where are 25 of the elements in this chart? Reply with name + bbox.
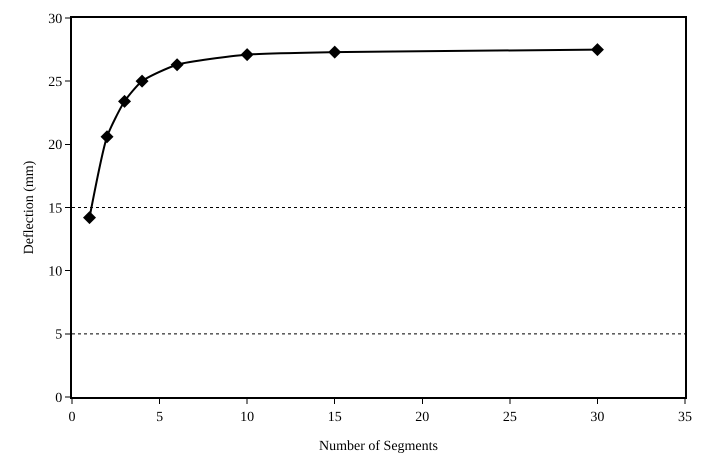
x-tick-label: 15 [328, 410, 342, 425]
x-axis-title: Number of Segments [319, 439, 438, 454]
point [170, 58, 184, 72]
y-tick-label: 15 [48, 201, 62, 216]
y-tick-label: 10 [48, 264, 62, 280]
point [240, 48, 254, 62]
point [328, 46, 342, 59]
x-tick-label: 30 [590, 410, 604, 425]
y-tick-label: 0 [55, 390, 62, 406]
point [118, 94, 132, 108]
y-tick-label: 25 [48, 75, 62, 90]
x-tick-label: 25 [502, 410, 517, 425]
y-tick-label: 30 [48, 12, 62, 27]
y-axis-title: Deflection (mm) [22, 160, 37, 254]
x-tick-label: 5 [156, 410, 164, 425]
point [590, 43, 604, 56]
x-tick-label: 35 [678, 410, 692, 425]
point [100, 130, 114, 144]
x-tick-label: 20 [415, 410, 430, 425]
y-tick-label: 20 [48, 138, 62, 154]
point [136, 74, 149, 88]
x-tick-label: 0 [68, 410, 76, 425]
x-tick-label: 10 [240, 410, 254, 425]
y-tick-label: 5 [55, 328, 62, 343]
point [83, 211, 96, 224]
